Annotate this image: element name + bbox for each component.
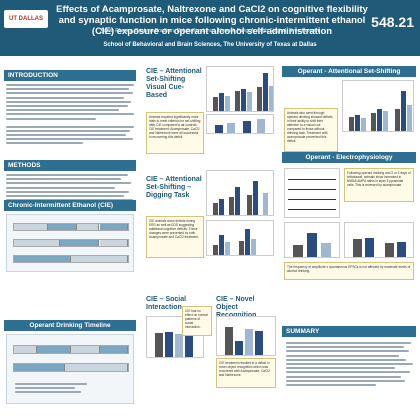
cie-setshift-visual-chart — [206, 66, 274, 112]
cie-setshift-dig-title: CIE – Attentional Set-Shifting – Digging… — [146, 176, 202, 199]
cie-novel-chart — [216, 316, 276, 356]
poster-header: UT DALLAS Effects of Acamprosate, Naltre… — [0, 0, 420, 56]
cie-setshift-dig-chart-2 — [206, 220, 274, 256]
poster-title: Effects of Acamprosate, Naltrexone and C… — [56, 4, 368, 37]
introduction-text — [6, 84, 134, 147]
cie-social-title: CIE – Social Interaction — [146, 296, 187, 311]
operant-timeline-bar — [13, 345, 129, 354]
cie-social-note: CIE has no effect on normal patterns of … — [182, 306, 212, 336]
summary-text — [286, 342, 414, 388]
cie-timeline-bar-3 — [13, 255, 129, 263]
poster-number: 548.21 — [371, 14, 414, 30]
operant-ephys-chart-a — [284, 222, 340, 258]
section-operant-timeline: Operant Drinking Timeline — [4, 320, 136, 331]
cie-timeline-bar-2 — [13, 239, 129, 247]
poster-affiliation: School of Behavioral and Brain Sciences,… — [103, 42, 317, 48]
cie-setshift-dig-note: CIE animals show deficits during ERS as … — [146, 216, 204, 258]
cie-timeline-bar — [13, 223, 129, 231]
operant-setshift-note: Animals who went through operant drinkin… — [284, 108, 338, 152]
cie-novel-title: CIE – Novel Object Recognition — [216, 296, 256, 319]
operant-ephys-chart-b — [344, 222, 414, 258]
cie-timeline-panel — [6, 214, 134, 272]
operant-timeline-legend — [15, 383, 95, 396]
cie-setshift-dig-chart — [206, 170, 274, 216]
operant-timeline-panel — [6, 334, 134, 404]
cie-setshift-visual-title: CIE – Attentional Set-Shifting Visual Cu… — [146, 68, 202, 99]
ut-dallas-logo: UT DALLAS — [4, 10, 48, 28]
section-summary: SUMMARY — [282, 326, 416, 337]
operant-ephys-traces — [284, 168, 340, 218]
operant-timeline-bar-2 — [13, 363, 129, 372]
cie-setshift-visual-note: Animals required significantly more tria… — [146, 112, 204, 154]
section-methods: METHODS — [4, 160, 136, 171]
section-introduction: INTRODUCTION — [4, 70, 136, 81]
operant-ephys-note-a: Following operant drinking and 2 or 3 da… — [344, 168, 414, 202]
cie-novel-note: CIE treatment resulted in a deficit in n… — [216, 358, 276, 388]
operant-setshift-chart — [342, 80, 414, 132]
section-cie-timeline: Chronic-Intermittent Ethanol (CIE) Timel… — [4, 200, 136, 220]
poster-authors: Aaron Pheney, Grishma Pradhan, Rohith Ka… — [100, 28, 320, 34]
operant-ephys-note-b: The frequency of amplitude s spontaneous… — [284, 262, 414, 280]
section-operant-ephys: Operant - Electrophysiology — [282, 152, 416, 163]
section-operant-setshift: Operant - Attentional Set-Shifting — [282, 66, 416, 77]
cie-setshift-visual-chart-2 — [206, 114, 274, 134]
